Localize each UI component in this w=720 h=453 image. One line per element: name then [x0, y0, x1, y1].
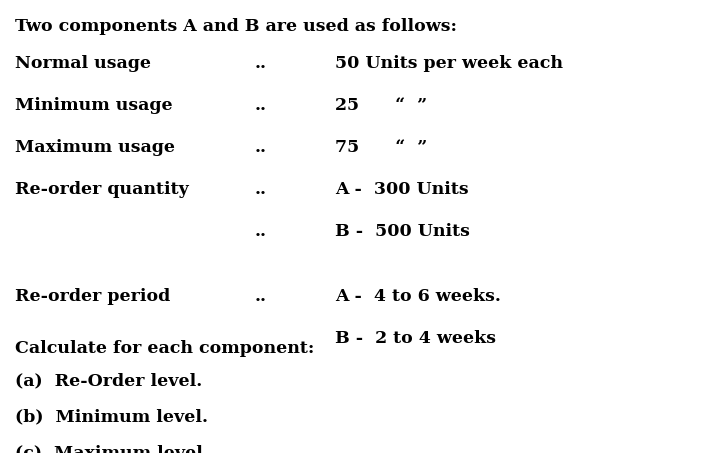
Text: Normal usage: Normal usage [15, 55, 151, 72]
Text: 75      “  ”: 75 “ ” [335, 139, 427, 156]
Text: A -  300 Units: A - 300 Units [335, 181, 469, 198]
Text: ..: .. [255, 55, 267, 72]
Text: Re-order period: Re-order period [15, 288, 170, 305]
Text: ..: .. [255, 288, 267, 305]
Text: Two components A and B are used as follows:: Two components A and B are used as follo… [15, 18, 457, 35]
Text: (b)  Minimum level.: (b) Minimum level. [15, 408, 208, 425]
Text: B -  500 Units: B - 500 Units [335, 223, 470, 240]
Text: ..: .. [255, 181, 267, 198]
Text: Minimum usage: Minimum usage [15, 97, 173, 114]
Text: ..: .. [255, 139, 267, 156]
Text: 25      “  ”: 25 “ ” [335, 97, 427, 114]
Text: Re-order quantity: Re-order quantity [15, 181, 189, 198]
Text: (a)  Re-Order level.: (a) Re-Order level. [15, 372, 202, 389]
Text: Maximum usage: Maximum usage [15, 139, 175, 156]
Text: Calculate for each component:: Calculate for each component: [15, 340, 315, 357]
Text: 50 Units per week each: 50 Units per week each [335, 55, 563, 72]
Text: (c)  Maximum level.: (c) Maximum level. [15, 444, 209, 453]
Text: ..: .. [255, 223, 267, 240]
Text: ..: .. [255, 97, 267, 114]
Text: B -  2 to 4 weeks: B - 2 to 4 weeks [335, 330, 496, 347]
Text: A -  4 to 6 weeks.: A - 4 to 6 weeks. [335, 288, 501, 305]
